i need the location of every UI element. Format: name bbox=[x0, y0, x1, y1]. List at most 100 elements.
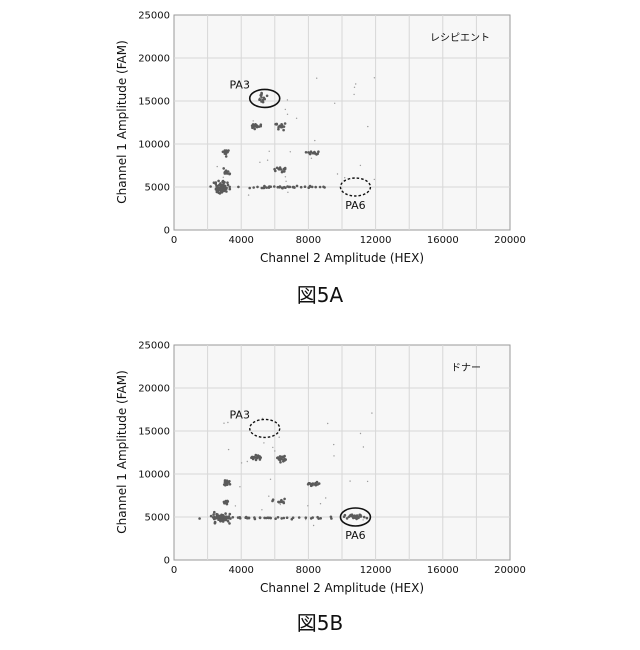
droplet-point bbox=[268, 185, 271, 188]
figure-caption-5b: 図5B bbox=[297, 611, 343, 635]
droplet-point bbox=[316, 483, 319, 486]
y-tick-label: 25000 bbox=[138, 11, 170, 22]
droplet-point bbox=[319, 186, 322, 189]
droplet-point bbox=[248, 517, 251, 520]
droplet-point-sparse bbox=[223, 423, 224, 424]
droplet-point bbox=[277, 128, 280, 131]
droplet-point bbox=[279, 185, 282, 188]
droplet-point bbox=[213, 181, 216, 184]
droplet-point bbox=[281, 456, 284, 459]
droplet-point-sparse bbox=[272, 447, 273, 448]
x-tick-label: 16000 bbox=[427, 235, 459, 246]
droplet-point bbox=[252, 186, 255, 189]
droplet-point bbox=[310, 485, 313, 488]
annotation-label-pa6: PA6 bbox=[345, 199, 365, 212]
droplet-point bbox=[248, 187, 251, 190]
droplet-point bbox=[223, 181, 226, 184]
droplet-point-sparse bbox=[333, 455, 334, 456]
droplet-point bbox=[277, 186, 280, 189]
y-tick-label: 10000 bbox=[138, 140, 170, 151]
droplet-point bbox=[222, 514, 225, 517]
droplet-point bbox=[229, 513, 232, 516]
droplet-point-sparse bbox=[313, 525, 314, 526]
droplet-point bbox=[216, 513, 219, 516]
droplet-point bbox=[314, 186, 317, 189]
droplet-point bbox=[305, 151, 308, 154]
droplet-point bbox=[308, 482, 311, 485]
droplet-point bbox=[346, 517, 349, 520]
droplet-point-sparse bbox=[239, 486, 240, 487]
droplet-point bbox=[330, 517, 333, 520]
droplet-point bbox=[363, 516, 366, 519]
droplet-point bbox=[352, 516, 355, 519]
droplet-point bbox=[216, 188, 219, 191]
droplet-point-sparse bbox=[280, 504, 281, 505]
x-tick-label: 12000 bbox=[360, 235, 392, 246]
droplet-point bbox=[222, 167, 225, 170]
droplet-point bbox=[283, 502, 286, 505]
droplet-point bbox=[225, 516, 228, 519]
droplet-point-sparse bbox=[337, 173, 338, 174]
corner-label-5a: レシピエント bbox=[430, 32, 490, 44]
droplet-point bbox=[225, 155, 228, 158]
droplet-point-sparse bbox=[314, 140, 315, 141]
droplet-point-sparse bbox=[307, 505, 308, 506]
x-tick-label: 16000 bbox=[427, 565, 459, 576]
x-tick-label: 8000 bbox=[296, 235, 321, 246]
y-axis-title-5a: Channel 1 Amplitude (FAM) bbox=[115, 40, 129, 204]
droplet-point bbox=[209, 185, 212, 188]
droplet-point-sparse bbox=[235, 505, 236, 506]
droplet-point bbox=[344, 514, 347, 517]
droplet-point bbox=[212, 513, 215, 516]
droplet-point bbox=[323, 186, 326, 189]
droplet-point bbox=[273, 185, 276, 188]
droplet-point-sparse bbox=[344, 177, 345, 178]
droplet-point bbox=[257, 456, 260, 459]
corner-label-5b: ドナー bbox=[451, 362, 481, 374]
droplet-point-sparse bbox=[296, 118, 297, 119]
x-tick-label: 0 bbox=[171, 565, 177, 576]
droplet-point bbox=[226, 181, 229, 184]
droplet-point-sparse bbox=[285, 181, 286, 182]
droplet-point bbox=[300, 186, 303, 189]
droplet-point bbox=[282, 170, 285, 173]
droplet-point bbox=[225, 152, 228, 155]
droplet-point-sparse bbox=[367, 481, 368, 482]
droplet-point bbox=[219, 182, 222, 185]
droplet-point-sparse bbox=[320, 503, 321, 504]
x-tick-label: 20000 bbox=[494, 565, 526, 576]
droplet-point bbox=[289, 186, 292, 189]
droplet-point-sparse bbox=[241, 462, 242, 463]
droplet-point bbox=[225, 190, 228, 193]
droplet-point bbox=[229, 483, 232, 486]
droplet-point bbox=[223, 483, 226, 486]
x-tick-label: 12000 bbox=[360, 565, 392, 576]
droplet-point bbox=[359, 515, 362, 518]
droplet-point bbox=[220, 517, 223, 520]
droplet-point bbox=[251, 456, 254, 459]
droplet-point bbox=[296, 185, 299, 188]
droplet-point bbox=[226, 500, 229, 503]
droplet-point bbox=[277, 516, 280, 519]
droplet-point-sparse bbox=[269, 151, 270, 152]
droplet-point bbox=[224, 519, 227, 522]
droplet-point bbox=[286, 516, 289, 519]
droplet-point-sparse bbox=[274, 450, 275, 451]
droplet-point bbox=[251, 124, 254, 127]
droplet-point-sparse bbox=[287, 99, 288, 100]
droplet-point-sparse bbox=[228, 449, 229, 450]
droplet-point-sparse bbox=[363, 446, 364, 447]
droplet-point bbox=[210, 515, 213, 518]
y-tick-label: 25000 bbox=[138, 341, 170, 352]
droplet-point bbox=[265, 186, 268, 189]
droplet-point-sparse bbox=[354, 87, 355, 88]
droplet-point-sparse bbox=[362, 519, 363, 520]
scatter-chart-5a: 0400080001200016000200000500010000150002… bbox=[0, 0, 640, 320]
droplet-point-sparse bbox=[268, 496, 269, 497]
droplet-point bbox=[293, 186, 296, 189]
droplet-point bbox=[272, 498, 275, 501]
y-axis-title-5b: Channel 1 Amplitude (FAM) bbox=[115, 370, 129, 534]
droplet-point bbox=[227, 520, 230, 523]
droplet-point-sparse bbox=[217, 166, 218, 167]
droplet-point-sparse bbox=[261, 509, 262, 510]
